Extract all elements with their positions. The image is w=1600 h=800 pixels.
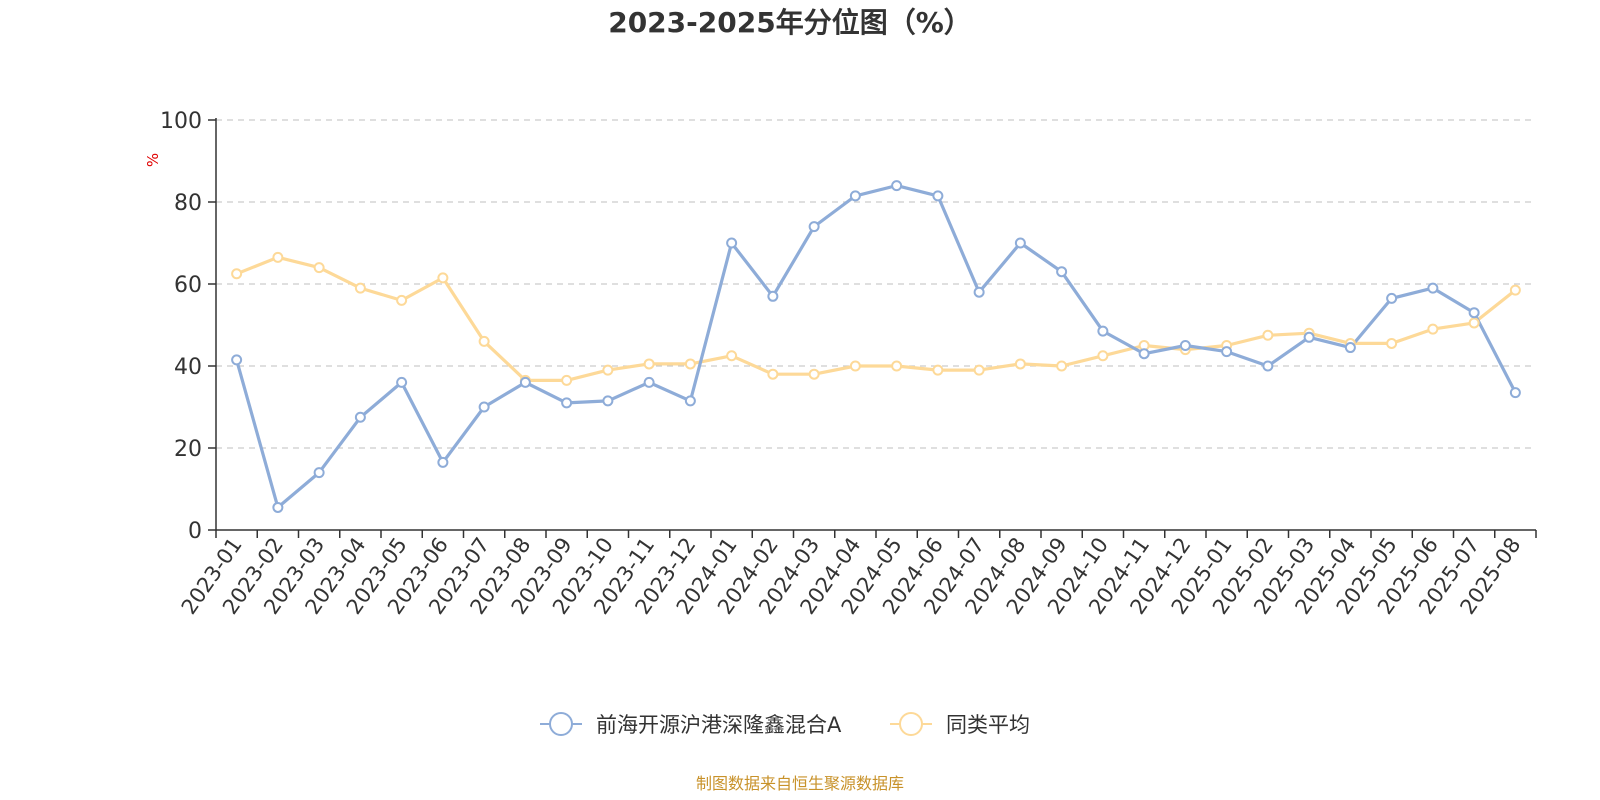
data-point-s1[interactable] bbox=[1014, 358, 1026, 370]
data-point-s0[interactable] bbox=[1179, 340, 1191, 351]
legend-circle-icon bbox=[549, 712, 573, 736]
data-point-s0[interactable] bbox=[313, 467, 325, 479]
data-point-s0[interactable] bbox=[1509, 387, 1521, 399]
data-point-s0[interactable] bbox=[272, 501, 284, 513]
series-line-0 bbox=[235, 184, 1517, 509]
y-tick-label: 40 bbox=[174, 355, 202, 380]
data-point-s0[interactable] bbox=[396, 376, 408, 388]
data-point-s1[interactable] bbox=[849, 360, 861, 372]
y-tick-label: 0 bbox=[188, 519, 202, 544]
data-point-s1[interactable] bbox=[932, 364, 944, 376]
data-point-s1[interactable] bbox=[767, 368, 779, 380]
data-point-s0[interactable] bbox=[1262, 360, 1274, 372]
y-tick-label: 60 bbox=[174, 273, 202, 298]
data-point-s0[interactable] bbox=[602, 395, 614, 407]
legend[interactable]: 前海开源沪港深隆鑫混合A 同类平均 bbox=[540, 712, 1030, 737]
data-point-s0[interactable] bbox=[1221, 346, 1233, 358]
grid-lines bbox=[216, 119, 1536, 449]
data-point-s1[interactable] bbox=[272, 251, 284, 263]
data-point-s1[interactable] bbox=[354, 282, 366, 294]
legend-item-0[interactable]: 前海开源沪港深隆鑫混合A bbox=[540, 712, 842, 737]
data-point-s0[interactable] bbox=[354, 411, 366, 423]
data-point-s1[interactable] bbox=[231, 268, 243, 280]
data-point-s0[interactable] bbox=[643, 376, 655, 388]
data-point-s0[interactable] bbox=[1056, 266, 1068, 278]
chart-title: 2023-2025年分位图（%） bbox=[608, 6, 972, 39]
legend-label: 前海开源沪港深隆鑫混合A bbox=[596, 713, 842, 737]
data-point-s1[interactable] bbox=[1509, 284, 1521, 296]
data-point-s1[interactable] bbox=[1386, 337, 1398, 349]
series-line-1 bbox=[236, 255, 1517, 382]
series-layer bbox=[231, 180, 1521, 513]
data-point-s1[interactable] bbox=[643, 358, 655, 370]
data-point-s0[interactable] bbox=[1468, 307, 1480, 319]
data-point-s0[interactable] bbox=[519, 376, 531, 388]
data-point-s1[interactable] bbox=[973, 364, 985, 376]
y-tick-label: 80 bbox=[174, 191, 202, 216]
data-point-s0[interactable] bbox=[478, 401, 490, 413]
data-point-s1[interactable] bbox=[478, 335, 490, 347]
data-point-s0[interactable] bbox=[891, 180, 903, 192]
data-point-s0[interactable] bbox=[1097, 325, 1109, 337]
data-point-s0[interactable] bbox=[1014, 237, 1026, 249]
data-point-s1[interactable] bbox=[561, 374, 573, 386]
y-tick-label: 20 bbox=[174, 437, 202, 462]
data-point-s0[interactable] bbox=[1303, 331, 1315, 343]
data-point-s0[interactable] bbox=[437, 456, 449, 468]
data-point-s1[interactable] bbox=[313, 262, 325, 274]
data-point-s1[interactable] bbox=[1262, 329, 1274, 341]
data-point-s0[interactable] bbox=[684, 395, 696, 407]
data-point-s1[interactable] bbox=[684, 358, 696, 370]
data-point-s1[interactable] bbox=[1056, 360, 1068, 372]
data-point-s1[interactable] bbox=[808, 368, 820, 380]
data-point-s0[interactable] bbox=[1138, 348, 1150, 360]
data-point-s0[interactable] bbox=[767, 290, 779, 302]
data-point-s0[interactable] bbox=[726, 237, 738, 249]
data-point-s0[interactable] bbox=[932, 190, 944, 202]
data-point-s0[interactable] bbox=[561, 397, 573, 409]
data-point-s0[interactable] bbox=[231, 354, 243, 366]
data-point-s1[interactable] bbox=[891, 360, 903, 372]
data-point-s1[interactable] bbox=[1468, 317, 1480, 329]
data-point-s0[interactable] bbox=[808, 221, 820, 233]
y-axis-unit: % bbox=[144, 153, 162, 167]
y-tick-label: 100 bbox=[160, 109, 202, 134]
y-tick-labels: 0 20 40 60 80 100 bbox=[160, 109, 202, 544]
legend-item-1[interactable]: 同类平均 bbox=[890, 712, 1030, 737]
data-point-s1[interactable] bbox=[1097, 350, 1109, 362]
data-point-s0[interactable] bbox=[1386, 292, 1398, 304]
data-point-s0[interactable] bbox=[973, 286, 985, 298]
data-point-s1[interactable] bbox=[437, 272, 449, 284]
axes bbox=[208, 118, 1537, 538]
data-source-note: 制图数据来自恒生聚源数据库 bbox=[696, 774, 904, 793]
data-point-s1[interactable] bbox=[602, 364, 614, 376]
x-tick-labels: 2023-012023-022023-032023-042023-052023-… bbox=[177, 533, 1526, 619]
legend-circle-icon bbox=[899, 712, 923, 736]
legend-label: 同类平均 bbox=[946, 713, 1030, 737]
data-point-s0[interactable] bbox=[849, 190, 861, 202]
data-point-s0[interactable] bbox=[1344, 342, 1356, 354]
data-point-s1[interactable] bbox=[396, 294, 408, 306]
data-point-s1[interactable] bbox=[726, 350, 738, 362]
data-point-s1[interactable] bbox=[1427, 323, 1439, 335]
data-point-s0[interactable] bbox=[1427, 282, 1439, 294]
